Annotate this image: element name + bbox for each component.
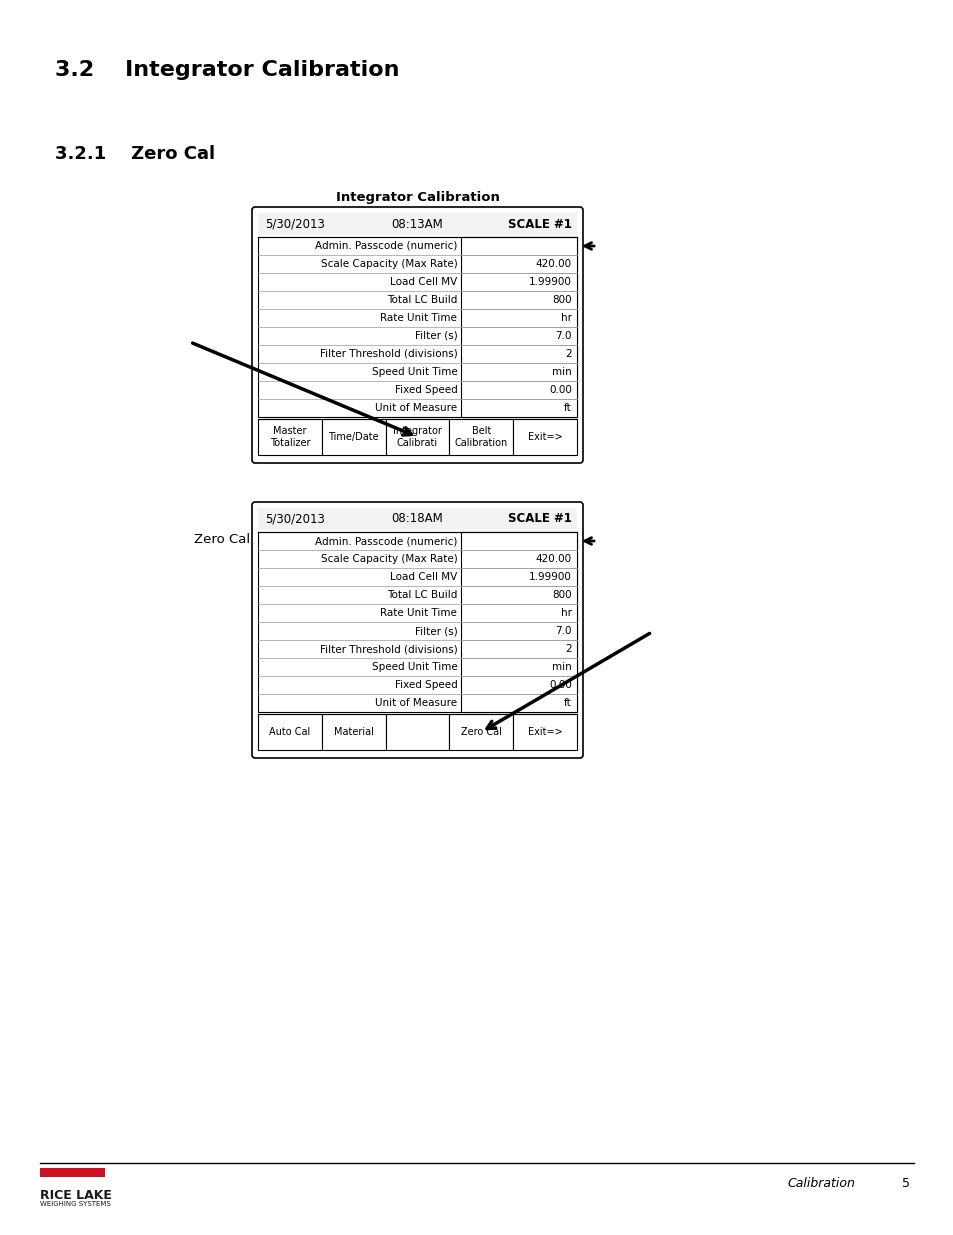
Bar <box>257 237 577 417</box>
Text: 420.00: 420.00 <box>536 555 572 564</box>
Text: 800: 800 <box>552 590 572 600</box>
Text: Scale Capacity (Max Rate): Scale Capacity (Max Rate) <box>320 259 456 269</box>
Text: 5/30/2013: 5/30/2013 <box>265 513 325 526</box>
Text: 08:13AM: 08:13AM <box>392 217 443 231</box>
Text: Zero Cal: Zero Cal <box>193 534 250 546</box>
Bar <box>449 714 513 750</box>
Text: 7.0: 7.0 <box>555 331 572 341</box>
Text: Scale Capacity (Max Rate): Scale Capacity (Max Rate) <box>320 555 456 564</box>
Text: Admin. Passcode (numeric): Admin. Passcode (numeric) <box>314 241 456 251</box>
Bar <box>461 532 577 713</box>
Bar <box>513 714 577 750</box>
Text: ft: ft <box>563 403 572 412</box>
Text: 5: 5 <box>901 1177 909 1191</box>
Text: Integrator Calibration: Integrator Calibration <box>335 191 499 204</box>
Bar <box>321 714 385 750</box>
Text: Time/Date: Time/Date <box>328 432 378 442</box>
Bar <box>257 419 321 454</box>
Bar <box>257 508 577 530</box>
Text: WEIGHING SYSTEMS: WEIGHING SYSTEMS <box>40 1200 111 1207</box>
Text: SCALE #1: SCALE #1 <box>508 513 572 526</box>
Text: Filter Threshold (divisions): Filter Threshold (divisions) <box>319 350 456 359</box>
Bar <box>257 532 577 713</box>
Bar <box>257 714 321 750</box>
Text: Auto Cal: Auto Cal <box>269 727 310 737</box>
Text: Total LC Build: Total LC Build <box>387 590 456 600</box>
Text: 08:18AM: 08:18AM <box>392 513 443 526</box>
Text: Material: Material <box>334 727 374 737</box>
Text: Unit of Measure: Unit of Measure <box>375 698 456 708</box>
Text: 2: 2 <box>565 643 572 655</box>
Text: 2: 2 <box>565 350 572 359</box>
Text: Speed Unit Time: Speed Unit Time <box>372 367 456 377</box>
FancyBboxPatch shape <box>252 501 582 758</box>
Text: Rate Unit Time: Rate Unit Time <box>380 312 456 324</box>
Text: Load Cell MV: Load Cell MV <box>390 572 456 582</box>
Text: hr: hr <box>560 608 572 618</box>
Text: Total LC Build: Total LC Build <box>387 295 456 305</box>
Text: Filter (s): Filter (s) <box>415 331 456 341</box>
Bar <box>461 237 577 417</box>
Text: Filter Threshold (divisions): Filter Threshold (divisions) <box>319 643 456 655</box>
Text: Integrator
Calibrati: Integrator Calibrati <box>393 426 441 448</box>
Text: Speed Unit Time: Speed Unit Time <box>372 662 456 672</box>
Text: Exit=>: Exit=> <box>527 432 562 442</box>
Text: Master
Totalizer: Master Totalizer <box>270 426 310 448</box>
Bar <box>257 212 577 235</box>
Text: 0.00: 0.00 <box>549 385 572 395</box>
Text: Unit of Measure: Unit of Measure <box>375 403 456 412</box>
Text: RICE LAKE: RICE LAKE <box>40 1189 112 1202</box>
Text: min: min <box>552 662 572 672</box>
Text: Belt
Calibration: Belt Calibration <box>455 426 507 448</box>
Bar <box>321 419 385 454</box>
Bar <box>40 1168 105 1177</box>
Text: Zero Cal: Zero Cal <box>460 727 501 737</box>
Bar <box>449 419 513 454</box>
Text: 800: 800 <box>552 295 572 305</box>
Text: 3.2    Integrator Calibration: 3.2 Integrator Calibration <box>55 61 399 80</box>
Bar <box>385 419 449 454</box>
Text: Fixed Speed: Fixed Speed <box>395 385 456 395</box>
Text: 5/30/2013: 5/30/2013 <box>265 217 325 231</box>
Text: 420.00: 420.00 <box>536 259 572 269</box>
Text: 7.0: 7.0 <box>555 626 572 636</box>
Text: Exit=>: Exit=> <box>527 727 562 737</box>
Text: Fixed Speed: Fixed Speed <box>395 680 456 690</box>
Text: Admin. Passcode (numeric): Admin. Passcode (numeric) <box>314 536 456 546</box>
Bar <box>385 714 449 750</box>
Text: ft: ft <box>563 698 572 708</box>
Text: 0.00: 0.00 <box>549 680 572 690</box>
Text: hr: hr <box>560 312 572 324</box>
Text: Rate Unit Time: Rate Unit Time <box>380 608 456 618</box>
Text: Calibration: Calibration <box>786 1177 854 1191</box>
Text: min: min <box>552 367 572 377</box>
Bar <box>513 419 577 454</box>
Text: SCALE #1: SCALE #1 <box>508 217 572 231</box>
Text: Filter (s): Filter (s) <box>415 626 456 636</box>
Text: 1.99900: 1.99900 <box>529 277 572 287</box>
Text: 3.2.1    Zero Cal: 3.2.1 Zero Cal <box>55 144 214 163</box>
Text: 1.99900: 1.99900 <box>529 572 572 582</box>
Text: Load Cell MV: Load Cell MV <box>390 277 456 287</box>
FancyBboxPatch shape <box>252 207 582 463</box>
